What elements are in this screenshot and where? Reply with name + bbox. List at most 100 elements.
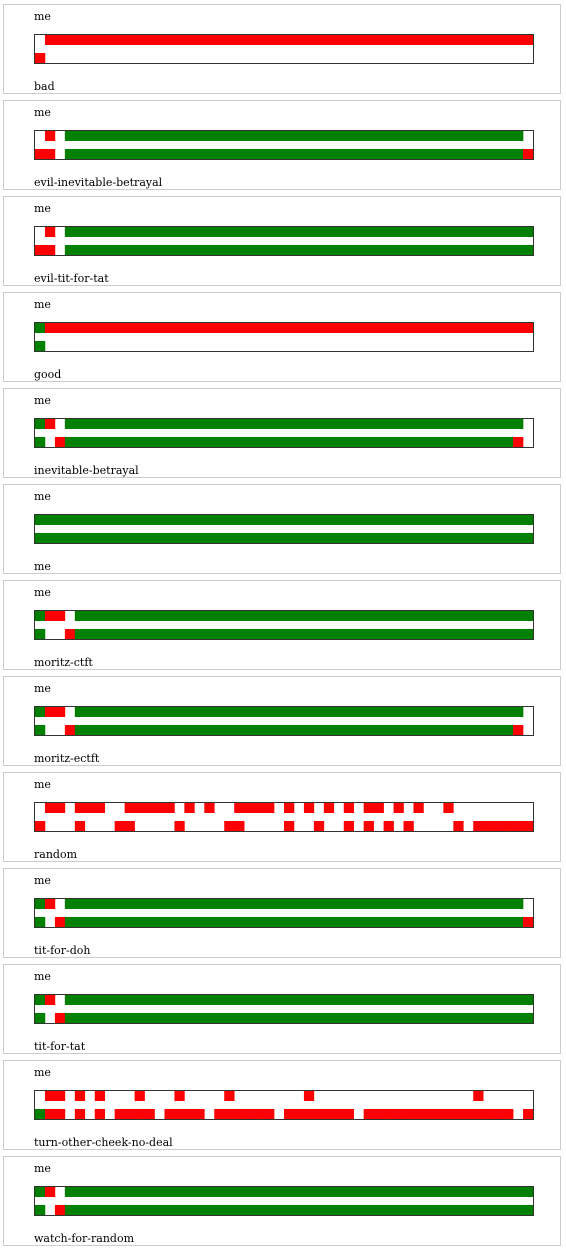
me-move-cell [44, 323, 56, 333]
me-move-cell [503, 1187, 514, 1197]
me-move-cell [483, 35, 494, 45]
me-move-cell [264, 227, 275, 237]
opponent-move-cell [393, 149, 404, 159]
opponent-label: moritz-ectft [34, 752, 100, 765]
me-move-cell [184, 995, 195, 1005]
me-move-cell [513, 131, 524, 141]
me-move-cell [254, 515, 265, 525]
me-move-cell [513, 899, 524, 909]
opponent-move-cell [373, 1205, 384, 1215]
me-move-cell [44, 611, 56, 621]
me-move-cell [343, 899, 355, 909]
me-move-cell [373, 611, 384, 621]
opponent-move-cell [373, 629, 384, 639]
me-move-cell [333, 899, 345, 909]
opponent-move-cell [443, 1205, 454, 1215]
me-move-cell [74, 515, 86, 525]
me-move-cell [74, 899, 86, 909]
opponent-move-cell [164, 437, 175, 447]
me-move-cell [483, 707, 494, 717]
opponent-move-cell [214, 1109, 225, 1119]
me-move-cell [224, 227, 235, 237]
me-move-cell [383, 227, 394, 237]
matchup-panel: me bad [3, 4, 561, 94]
opponent-move-cell [513, 629, 524, 639]
opponent-move-cell [154, 149, 165, 159]
opponent-move-cell [264, 629, 275, 639]
matchup-panel: me evil-tit-for-tat [3, 196, 561, 286]
me-move-cell [403, 227, 414, 237]
opponent-move-cell [403, 917, 414, 927]
me-move-cell [134, 995, 145, 1005]
me-move-cell [174, 1187, 185, 1197]
opponent-move-cell [323, 245, 335, 255]
me-move-cell [483, 227, 494, 237]
me-move-cell [134, 131, 145, 141]
opponent-move-cell [453, 245, 464, 255]
me-move-cell [413, 323, 424, 333]
opponent-move-cell [443, 917, 454, 927]
opponent-move-cell [144, 725, 155, 735]
opponent-move-cell [433, 725, 444, 735]
player-label: me [34, 682, 51, 695]
me-move-cell [383, 707, 394, 717]
opponent-move-cell [164, 1205, 175, 1215]
me-move-cell [413, 227, 424, 237]
me-move-cell [453, 131, 464, 141]
me-move-cell [284, 899, 295, 909]
me-move-cell [363, 995, 374, 1005]
me-move-cell [35, 1187, 46, 1197]
me-move-cell [284, 131, 295, 141]
opponent-move-cell [284, 149, 295, 159]
me-move-cell [214, 227, 225, 237]
opponent-move-cell [244, 1013, 255, 1023]
me-move-cell [423, 323, 434, 333]
me-move-cell [493, 131, 504, 141]
me-move-cell [274, 35, 285, 45]
opponent-move-cell [244, 725, 255, 735]
opponent-move-cell [363, 437, 374, 447]
me-move-cell [413, 1187, 424, 1197]
me-move-cell [303, 995, 315, 1005]
opponent-move-cell [254, 149, 265, 159]
opponent-move-cell [254, 629, 265, 639]
me-move-cell [244, 707, 255, 717]
opponent-move-cell [423, 629, 434, 639]
opponent-move-cell [234, 629, 245, 639]
me-move-cell [154, 515, 165, 525]
history-strip [34, 322, 534, 352]
me-move-cell [513, 515, 524, 525]
me-move-cell [323, 611, 335, 621]
opponent-move-cell [94, 533, 106, 543]
opponent-label: evil-inevitable-betrayal [34, 176, 163, 189]
opponent-move-cell [234, 1013, 245, 1023]
opponent-move-cell [413, 1013, 424, 1023]
opponent-move-cell [84, 725, 96, 735]
me-move-cell [433, 899, 444, 909]
me-move-cell [264, 995, 275, 1005]
opponent-move-cell [114, 1205, 125, 1215]
opponent-move-cell [104, 1013, 115, 1023]
me-move-cell [373, 803, 384, 813]
opponent-move-cell [224, 725, 235, 735]
opponent-move-cell [164, 725, 175, 735]
me-move-cell [94, 1187, 106, 1197]
opponent-move-cell [154, 629, 165, 639]
me-move-cell [124, 899, 135, 909]
opponent-move-cell [313, 533, 325, 543]
me-move-cell [483, 899, 494, 909]
opponent-move-cell [503, 1013, 514, 1023]
opponent-move-cell [154, 725, 165, 735]
me-move-cell [284, 1187, 295, 1197]
me-move-cell [423, 995, 434, 1005]
me-move-cell [164, 131, 175, 141]
opponent-move-cell [74, 821, 86, 831]
me-move-cell [234, 515, 245, 525]
opponent-move-cell [174, 725, 185, 735]
me-move-cell [194, 611, 205, 621]
opponent-move-cell [513, 437, 524, 447]
opponent-move-cell [114, 149, 125, 159]
matchup-panel: me turn-other-cheek-no-deal [3, 1060, 561, 1150]
opponent-move-cell [174, 533, 185, 543]
me-move-cell [174, 899, 185, 909]
